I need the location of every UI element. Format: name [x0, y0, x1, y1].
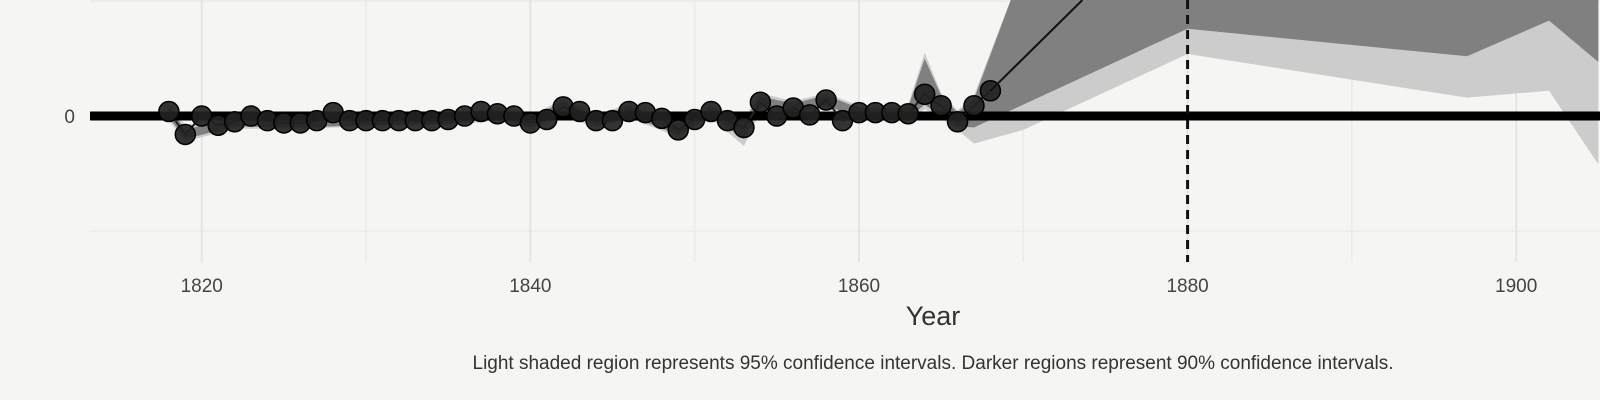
- point: [568, 100, 591, 123]
- x-tick-label: 1840: [509, 276, 551, 297]
- point: [798, 104, 821, 126]
- point: [174, 123, 197, 146]
- point: [913, 83, 936, 105]
- x-axis-title: Year: [906, 301, 961, 331]
- point: [601, 109, 624, 132]
- point: [667, 119, 689, 141]
- point: [733, 116, 755, 139]
- axes: 1820 1840 1860 1880 1900 0: [64, 107, 1537, 297]
- point: [930, 94, 952, 117]
- point: [946, 111, 969, 133]
- point: [158, 100, 180, 123]
- point: [749, 91, 772, 114]
- point: [651, 107, 673, 130]
- point: [190, 105, 213, 127]
- x-tick-label: 1860: [838, 276, 880, 297]
- series-line: [989, 0, 1084, 92]
- y-tick-label: 0: [64, 107, 75, 128]
- plot-area: [90, 0, 1600, 262]
- point: [963, 94, 985, 117]
- point: [700, 100, 722, 123]
- x-tick-label: 1880: [1166, 276, 1208, 297]
- point: [897, 103, 920, 125]
- x-tick-label: 1820: [181, 276, 223, 297]
- point: [536, 108, 558, 131]
- point: [815, 89, 837, 111]
- x-tick-label: 1900: [1495, 276, 1537, 297]
- caption: Light shaded region represents 95% confi…: [473, 353, 1394, 374]
